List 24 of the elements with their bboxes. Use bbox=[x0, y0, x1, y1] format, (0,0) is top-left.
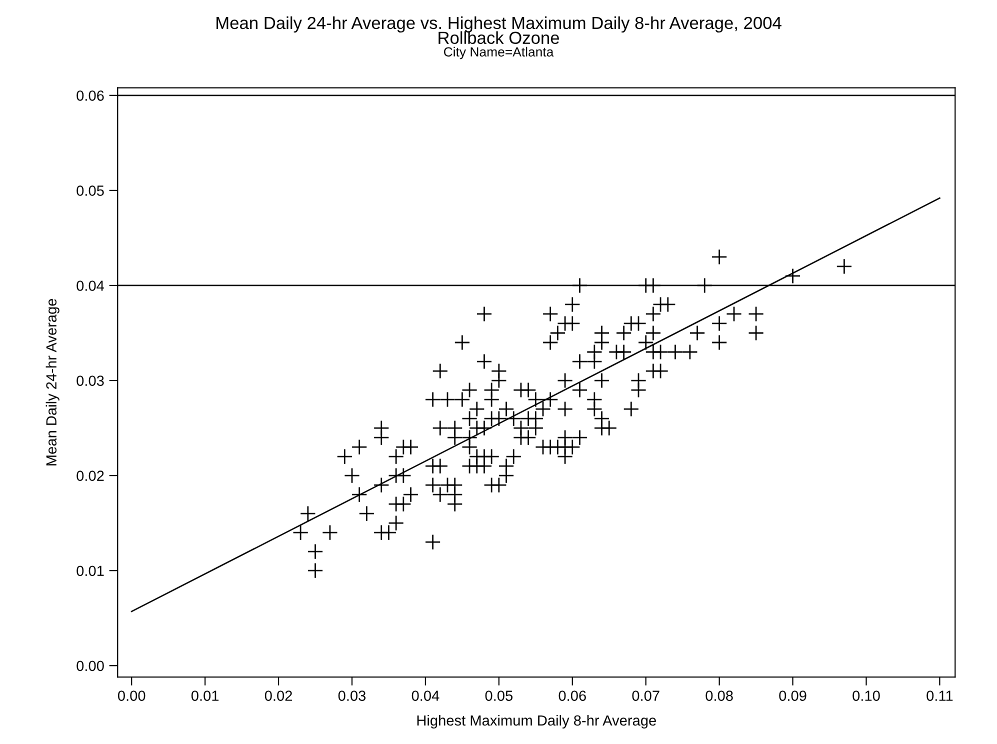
x-tick-label: 0.04 bbox=[412, 690, 440, 701]
x-tick-label: 0.02 bbox=[264, 690, 292, 701]
x-tick-label: 0.07 bbox=[632, 690, 660, 701]
y-tick-label: 0.02 bbox=[76, 470, 104, 481]
chart-title: Mean Daily 24-hr Average vs. Highest Maximum Daily 8-hr Average, 2004 bbox=[216, 16, 782, 33]
x-tick-label: 0.11 bbox=[926, 690, 953, 701]
x-axis-title: Highest Maximum Daily 8-hr Average bbox=[417, 714, 656, 729]
y-axis-title: Mean Daily 24-hr Average bbox=[46, 298, 60, 466]
text: City Name=Atlanta bbox=[444, 46, 554, 60]
y-tick-label: 0.01 bbox=[76, 566, 104, 576]
y-tick-label: 0.05 bbox=[76, 186, 104, 196]
x-tick-label: 0.06 bbox=[558, 690, 586, 701]
x-tick-label: 0.05 bbox=[485, 690, 512, 701]
y-tick-label: 0.00 bbox=[76, 660, 104, 672]
y-tick-label: 0.06 bbox=[76, 90, 104, 101]
x-tick-label: 0.03 bbox=[338, 690, 366, 701]
x-tick-label: 0.08 bbox=[706, 690, 733, 701]
y-tick-label: 0.04 bbox=[76, 280, 104, 291]
x-tick-label: 0.10 bbox=[852, 690, 880, 701]
x-tick-label: 0.01 bbox=[191, 690, 219, 701]
x-tick-label: 0.00 bbox=[118, 690, 146, 701]
chart-subtitle: Rollback Ozone bbox=[438, 31, 560, 44]
y-tick-label: 0.03 bbox=[76, 376, 104, 386]
x-tick-label: 0.09 bbox=[779, 690, 806, 701]
